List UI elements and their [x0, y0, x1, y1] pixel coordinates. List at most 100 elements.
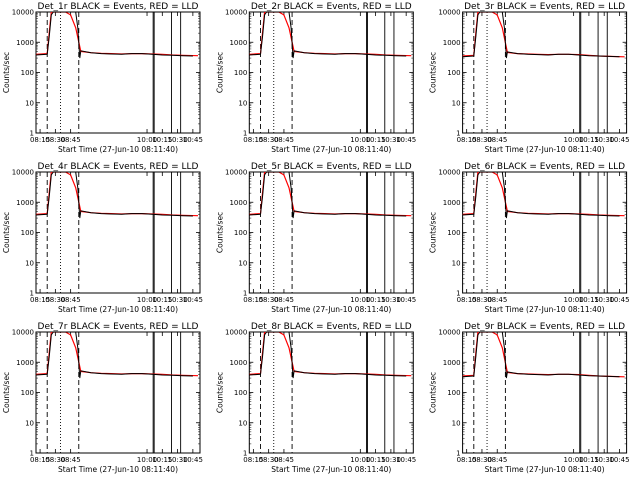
y-tick-label: 1 — [456, 130, 460, 138]
x-axis-label: Start Time (27-Jun-10 08:11:40) — [271, 145, 391, 154]
panel-title: Det_9r BLACK = Events, RED = LLD — [464, 322, 625, 332]
x-tick-label: 10:45 — [396, 456, 416, 464]
x-tick-label: 10:45 — [183, 456, 203, 464]
y-tick-label: 10 — [452, 419, 461, 427]
y-tick-label: 100 — [447, 229, 460, 237]
events-series-line — [462, 12, 620, 59]
y-axis-label: Counts/sec — [429, 372, 438, 413]
detector-panel: Det_8r BLACK = Events, RED = LLD 1 10 100 10… — [215, 322, 416, 474]
x-tick-label: 10:15 — [579, 456, 599, 464]
x-tick-label: 08:30 — [45, 136, 65, 144]
x-tick-label: 08:30 — [472, 296, 492, 304]
x-tick-label: 10:45 — [609, 296, 629, 304]
y-tick-label: 10 — [25, 419, 34, 427]
y-tick-label: 1000 — [229, 199, 247, 207]
x-tick-label: 10:15 — [152, 456, 172, 464]
x-tick-label: 08:45 — [274, 456, 294, 464]
detector-panel: Det_3r BLACK = Events, RED = LLD 1 10 100 10… — [429, 2, 630, 154]
y-axis-label: Counts/sec — [215, 52, 224, 93]
x-tick-label: 10:00 — [137, 296, 157, 304]
x-axis-label: Start Time (27-Jun-10 08:11:40) — [271, 305, 391, 314]
y-tick-label: 10000 — [438, 329, 460, 337]
x-tick-label: 10:15 — [152, 296, 172, 304]
y-axis-label: Counts/sec — [429, 212, 438, 253]
y-tick-label: 1 — [456, 450, 460, 458]
events-series-line — [36, 12, 193, 59]
x-tick-label: 08:15 — [30, 136, 50, 144]
x-tick-label: 08:15 — [457, 456, 477, 464]
panel-title: Det_7r BLACK = Events, RED = LLD — [38, 322, 199, 332]
detector-panel: Det_6r BLACK = Events, RED = LLD 1 10 100 10… — [429, 162, 630, 314]
x-tick-label: 10:15 — [152, 136, 172, 144]
y-tick-label: 1000 — [443, 199, 461, 207]
y-axis-label: Counts/sec — [2, 372, 11, 413]
detector-panel: Det_5r BLACK = Events, RED = LLD 1 10 100 10… — [215, 162, 416, 314]
y-tick-label: 10000 — [12, 9, 34, 17]
x-tick-label: 10:45 — [183, 296, 203, 304]
y-tick-label: 10000 — [225, 9, 247, 17]
x-tick-label: 10:30 — [594, 296, 614, 304]
x-tick-label: 10:30 — [594, 456, 614, 464]
x-axis-label: Start Time (27-Jun-10 08:11:40) — [271, 465, 391, 474]
x-tick-label: 08:30 — [472, 456, 492, 464]
panel-title: Det_5r BLACK = Events, RED = LLD — [251, 162, 412, 172]
y-tick-label: 10000 — [438, 9, 460, 17]
x-axis-label: Start Time (27-Jun-10 08:11:40) — [58, 305, 178, 314]
x-tick-label: 10:00 — [137, 136, 157, 144]
x-tick-label: 08:30 — [45, 296, 65, 304]
y-tick-label: 100 — [21, 389, 34, 397]
y-tick-label: 10000 — [225, 329, 247, 337]
x-tick-label: 10:00 — [350, 456, 370, 464]
detector-panel: Det_7r BLACK = Events, RED = LLD 1 10 100 10… — [2, 322, 203, 474]
x-tick-label: 10:30 — [167, 136, 187, 144]
x-tick-label: 10:30 — [167, 296, 187, 304]
panel-title: Det_1r BLACK = Events, RED = LLD — [38, 2, 199, 12]
x-tick-label: 08:15 — [30, 296, 50, 304]
x-tick-label: 10:45 — [183, 136, 203, 144]
x-tick-label: 08:30 — [259, 456, 279, 464]
x-tick-label: 10:15 — [366, 456, 386, 464]
events-series-line — [249, 172, 407, 219]
y-tick-label: 10 — [452, 99, 461, 107]
y-tick-label: 10 — [25, 99, 34, 107]
x-tick-label: 10:00 — [350, 296, 370, 304]
y-tick-label: 100 — [21, 69, 34, 77]
x-tick-label: 10:30 — [381, 456, 401, 464]
y-tick-label: 1 — [30, 450, 34, 458]
x-tick-label: 10:15 — [366, 136, 386, 144]
x-tick-label: 10:45 — [396, 296, 416, 304]
y-tick-label: 1000 — [443, 39, 461, 47]
y-tick-label: 10 — [238, 99, 247, 107]
y-tick-label: 10000 — [12, 329, 34, 337]
x-tick-label: 10:00 — [564, 456, 584, 464]
y-axis-label: Counts/sec — [215, 212, 224, 253]
x-tick-label: 08:15 — [457, 136, 477, 144]
x-tick-label: 10:30 — [167, 456, 187, 464]
x-tick-label: 08:45 — [61, 456, 81, 464]
y-tick-label: 1 — [456, 290, 460, 298]
x-tick-label: 08:45 — [61, 296, 81, 304]
panel-title: Det_6r BLACK = Events, RED = LLD — [464, 162, 625, 172]
y-axis-label: Counts/sec — [429, 52, 438, 93]
x-tick-label: 08:45 — [487, 456, 507, 464]
x-tick-label: 08:45 — [274, 296, 294, 304]
y-tick-label: 1000 — [16, 39, 34, 47]
x-axis-label: Start Time (27-Jun-10 08:11:40) — [58, 145, 178, 154]
events-series-line — [249, 12, 407, 59]
x-axis-label: Start Time (27-Jun-10 08:11:40) — [485, 465, 605, 474]
detector-panel: Det_1r BLACK = Events, RED = LLD 1 10 100 10… — [2, 2, 203, 154]
y-tick-label: 10000 — [225, 169, 247, 177]
x-tick-label: 08:45 — [487, 296, 507, 304]
x-tick-label: 08:15 — [457, 296, 477, 304]
events-series-line — [462, 172, 620, 219]
x-tick-label: 10:00 — [137, 456, 157, 464]
detector-panel: Det_2r BLACK = Events, RED = LLD 1 10 100 10… — [215, 2, 416, 154]
x-tick-label: 08:45 — [487, 136, 507, 144]
panel-title: Det_3r BLACK = Events, RED = LLD — [464, 2, 625, 12]
y-tick-label: 1000 — [16, 199, 34, 207]
x-tick-label: 10:30 — [594, 136, 614, 144]
events-series-line — [36, 332, 193, 379]
x-axis-label: Start Time (27-Jun-10 08:11:40) — [485, 145, 605, 154]
y-axis-label: Counts/sec — [2, 212, 11, 253]
y-tick-label: 100 — [234, 69, 247, 77]
